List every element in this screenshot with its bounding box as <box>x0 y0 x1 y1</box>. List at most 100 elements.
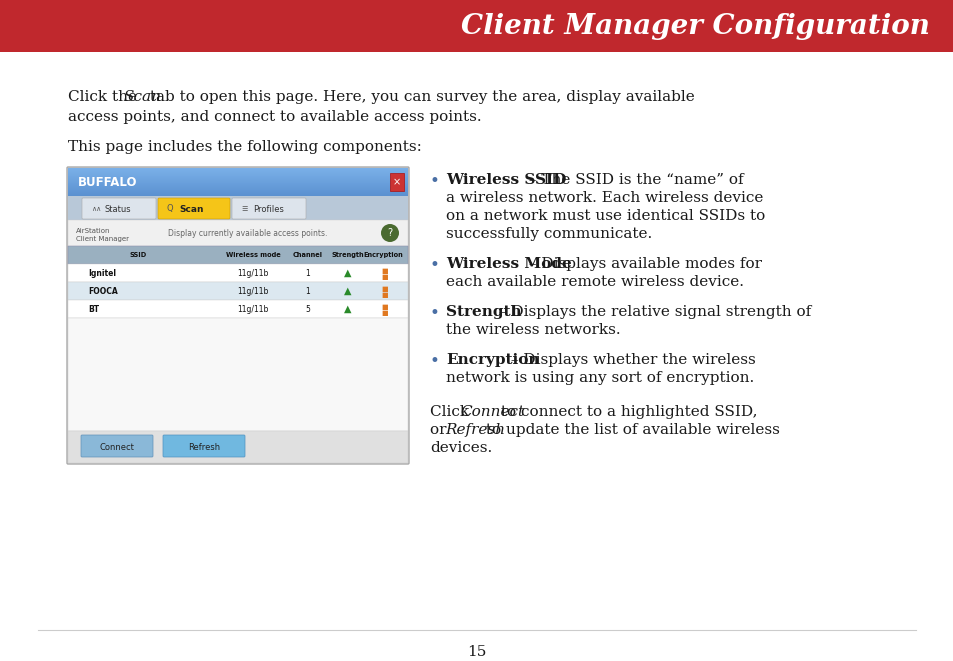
Circle shape <box>380 224 398 242</box>
Bar <box>68 185 408 186</box>
Text: •: • <box>430 305 439 322</box>
Text: – Displays whether the wireless: – Displays whether the wireless <box>505 353 755 367</box>
Text: Wireless mode: Wireless mode <box>226 252 280 258</box>
Text: ■: ■ <box>381 286 388 292</box>
Text: Refresh: Refresh <box>188 442 220 451</box>
Bar <box>68 179 408 180</box>
Text: 11g/11b: 11g/11b <box>237 286 269 295</box>
Text: – Displays the relative signal strength of: – Displays the relative signal strength … <box>494 305 810 319</box>
Text: This page includes the following components:: This page includes the following compone… <box>68 140 421 154</box>
Text: – Displays available modes for: – Displays available modes for <box>523 257 761 271</box>
Bar <box>68 196 408 220</box>
Text: Profiles: Profiles <box>253 204 284 214</box>
Text: to update the list of available wireless: to update the list of available wireless <box>481 423 780 437</box>
Text: Encryption: Encryption <box>363 252 402 258</box>
Bar <box>68 192 408 193</box>
Text: Q: Q <box>167 204 173 214</box>
Text: ■: ■ <box>381 268 388 274</box>
Bar <box>68 182 408 183</box>
Text: successfully communicate.: successfully communicate. <box>446 227 652 241</box>
Text: Refresh: Refresh <box>444 423 504 437</box>
Bar <box>68 172 408 173</box>
Text: Wireless SSID: Wireless SSID <box>446 173 566 187</box>
Text: network is using any sort of encryption.: network is using any sort of encryption. <box>446 371 754 385</box>
Bar <box>68 187 408 188</box>
Text: Wireless Mode: Wireless Mode <box>446 257 571 271</box>
Bar <box>68 195 408 196</box>
Bar <box>68 300 408 318</box>
Text: •: • <box>430 353 439 370</box>
Text: to connect to a highlighted SSID,: to connect to a highlighted SSID, <box>496 405 757 419</box>
Text: ☰: ☰ <box>241 206 247 212</box>
Text: Scan: Scan <box>124 90 162 104</box>
Text: 1: 1 <box>305 286 310 295</box>
Text: ▲: ▲ <box>344 304 352 314</box>
Text: – The SSID is the “name” of: – The SSID is the “name” of <box>523 173 742 187</box>
Bar <box>68 431 408 463</box>
Bar <box>68 282 408 300</box>
Text: ▲: ▲ <box>344 286 352 296</box>
Text: access points, and connect to available access points.: access points, and connect to available … <box>68 110 481 124</box>
Text: 5: 5 <box>305 305 310 313</box>
Text: Status: Status <box>105 204 132 214</box>
Bar <box>68 188 408 189</box>
FancyBboxPatch shape <box>158 198 230 219</box>
Bar <box>390 173 403 191</box>
Bar <box>68 246 408 264</box>
Text: BUFFALO: BUFFALO <box>78 176 137 188</box>
Bar <box>68 220 408 246</box>
Bar <box>68 193 408 194</box>
Text: the wireless networks.: the wireless networks. <box>446 323 620 337</box>
Bar <box>68 177 408 178</box>
Text: 1: 1 <box>305 268 310 278</box>
Bar <box>68 194 408 195</box>
Text: 11g/11b: 11g/11b <box>237 305 269 313</box>
Text: 15: 15 <box>467 645 486 659</box>
Text: ■: ■ <box>381 274 388 280</box>
Bar <box>68 174 408 175</box>
Text: Click: Click <box>430 405 474 419</box>
Text: AirStation: AirStation <box>76 228 111 234</box>
Bar <box>68 186 408 187</box>
Bar <box>68 189 408 190</box>
Text: Client Manager Configuration: Client Manager Configuration <box>460 13 929 40</box>
FancyBboxPatch shape <box>163 435 245 457</box>
Bar <box>68 171 408 172</box>
Text: ▲: ▲ <box>344 268 352 278</box>
Bar <box>68 176 408 177</box>
Text: ∧∧: ∧∧ <box>91 206 101 212</box>
FancyBboxPatch shape <box>67 167 409 464</box>
Text: Scan: Scan <box>179 204 203 214</box>
Text: devices.: devices. <box>430 441 492 455</box>
Bar <box>68 184 408 185</box>
Text: Strength: Strength <box>446 305 521 319</box>
Text: ×: × <box>393 177 400 187</box>
Text: Display currently available access points.: Display currently available access point… <box>168 229 327 237</box>
Bar <box>68 264 408 282</box>
Text: Encryption: Encryption <box>446 353 539 367</box>
Text: Strength: Strength <box>332 252 364 258</box>
Text: •: • <box>430 257 439 274</box>
Text: Channel: Channel <box>293 252 323 258</box>
Text: BT: BT <box>88 305 99 313</box>
Bar <box>0 0 953 52</box>
Text: 11g/11b: 11g/11b <box>237 268 269 278</box>
Text: Ignitel: Ignitel <box>88 268 116 278</box>
Text: a wireless network. Each wireless device: a wireless network. Each wireless device <box>446 191 762 205</box>
Text: ■: ■ <box>381 292 388 298</box>
Bar <box>68 183 408 184</box>
Bar <box>68 181 408 182</box>
Text: tab to open this page. Here, you can survey the area, display available: tab to open this page. Here, you can sur… <box>145 90 694 104</box>
Text: Connect: Connect <box>459 405 523 419</box>
Text: Client Manager: Client Manager <box>76 236 129 242</box>
FancyBboxPatch shape <box>232 198 306 219</box>
Bar <box>68 173 408 174</box>
Bar <box>68 169 408 170</box>
Text: on a network must use identical SSIDs to: on a network must use identical SSIDs to <box>446 209 764 223</box>
Text: ■: ■ <box>381 304 388 310</box>
Text: ?: ? <box>387 228 392 238</box>
Text: SSID: SSID <box>130 252 147 258</box>
Bar <box>68 175 408 176</box>
Text: FOOCA: FOOCA <box>88 286 117 295</box>
Text: •: • <box>430 173 439 190</box>
